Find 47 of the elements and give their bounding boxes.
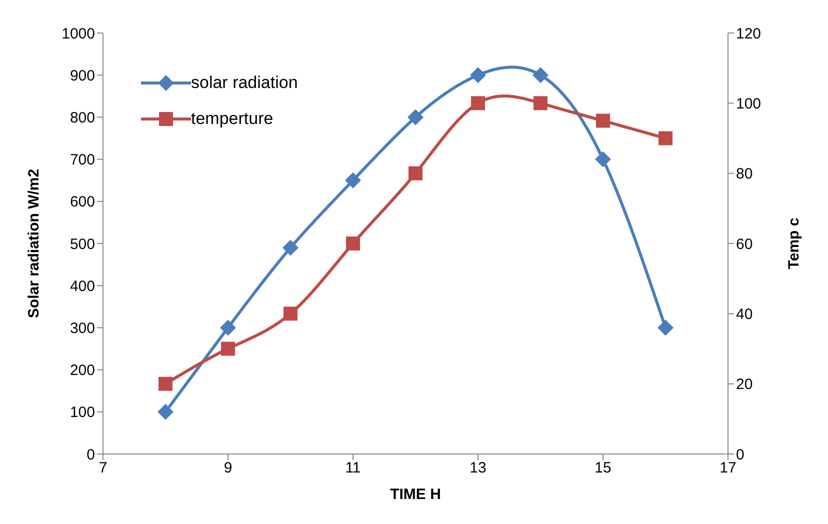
point	[595, 151, 611, 168]
x-axis-title: TIME H	[390, 486, 441, 503]
point	[158, 404, 174, 420]
point	[220, 320, 236, 336]
y-axis-title: Solar radiation W/m2	[25, 168, 42, 318]
point	[408, 166, 422, 180]
y2-tick-label: 60	[736, 236, 753, 253]
y-tick-label: 300	[70, 320, 95, 338]
y2-tick-label: 0	[736, 446, 744, 464]
y-tick-label: 200	[70, 362, 95, 380]
x-tick-label: 17	[720, 460, 736, 477]
x-tick-label: 13	[470, 460, 486, 477]
point	[284, 306, 298, 321]
x-tick-label: 15	[594, 460, 612, 477]
y-tick-label: 900	[70, 67, 95, 84]
point	[345, 172, 361, 188]
y2-tick-label: 80	[736, 166, 753, 183]
point	[346, 236, 360, 250]
point	[658, 131, 672, 146]
y2-tick-label: 40	[736, 306, 753, 323]
point	[408, 109, 424, 126]
legend-label: solar radiation	[191, 73, 298, 93]
y-tick-label: 500	[70, 236, 95, 253]
y-tick-label: 700	[70, 152, 95, 169]
point	[532, 67, 548, 84]
point	[221, 342, 235, 356]
x-tick-label: 9	[224, 460, 232, 477]
x-tick-label: 11	[345, 460, 361, 477]
y-tick-label: 100	[70, 404, 95, 422]
y-tick-label: 0	[86, 446, 95, 464]
y2-tick-label: 120	[736, 25, 762, 42]
point	[158, 376, 172, 391]
y2-axis-title: Temp c	[785, 218, 802, 270]
legend-label: temperture	[191, 109, 274, 129]
point	[282, 240, 298, 256]
y2-tick-label: 20	[736, 376, 753, 394]
x-tick-label: 7	[98, 460, 108, 477]
point	[470, 67, 486, 84]
y2-tick-label: 100	[736, 95, 762, 112]
point	[471, 96, 485, 110]
point	[534, 96, 548, 110]
point	[596, 114, 610, 128]
y-tick-label: 600	[70, 194, 95, 211]
point	[658, 320, 674, 336]
y-tick-label: 800	[70, 110, 95, 127]
y-tick-label: 1000	[62, 25, 95, 42]
y-tick-label: 400	[70, 278, 95, 295]
